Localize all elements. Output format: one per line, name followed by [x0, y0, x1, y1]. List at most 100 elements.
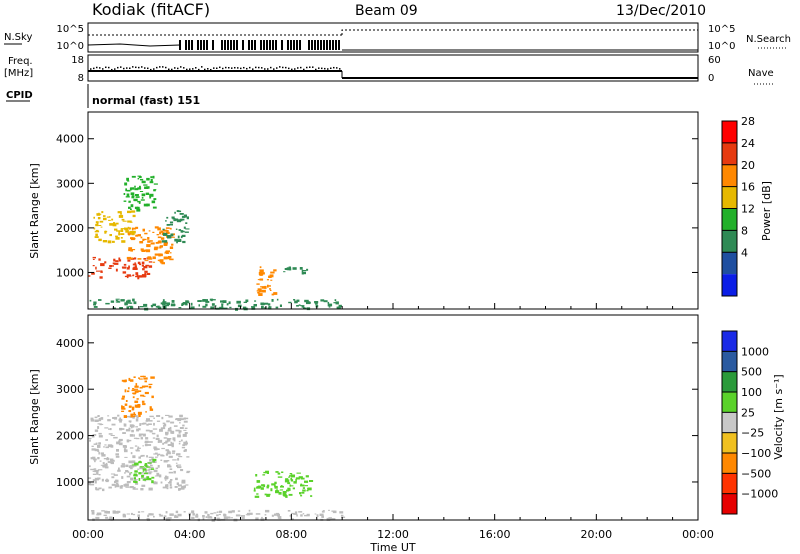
velocity-echo-cell — [98, 487, 102, 490]
nave-dot — [213, 67, 215, 69]
power-echo-cell — [144, 270, 148, 273]
power-echo-cell — [165, 240, 168, 243]
velocity-echo-cell — [261, 516, 263, 520]
velocity-echo-cell — [123, 415, 127, 418]
power-echo-cell — [170, 303, 176, 307]
power-echo-cell — [157, 227, 161, 231]
power-echo-cell — [126, 189, 131, 192]
velocity-echo-cell — [195, 515, 199, 518]
velocity-echo-cell — [282, 491, 287, 494]
velocity-echo-cell — [128, 377, 131, 381]
velocity-echo-cell — [166, 487, 169, 490]
velocity-echo-cell — [176, 464, 178, 467]
velocity-echo-cell — [119, 417, 121, 419]
velocity-echo-cell — [167, 465, 172, 468]
velocity-echo-cell — [302, 489, 306, 492]
velocity-echo-cell — [102, 464, 105, 468]
power-echo-cell — [133, 227, 137, 230]
nave-dot — [207, 68, 209, 70]
power-echo-cell — [211, 303, 215, 306]
velocity-echo-cell — [179, 414, 183, 418]
velocity-echo-cell — [97, 419, 102, 422]
velocity-echo-cell — [176, 453, 179, 456]
power-echo-cell — [212, 299, 216, 301]
velocity-echo-cell — [101, 478, 104, 482]
velocity-echo-cell — [155, 467, 159, 469]
power-echo-cell — [162, 229, 168, 232]
nave-dot — [117, 66, 119, 69]
velocity-echo-cell — [143, 469, 147, 471]
power-echo-cell — [271, 293, 275, 296]
power-y-tick-label: 4000 — [56, 133, 84, 146]
velocity-echo-cell — [161, 455, 165, 457]
velocity-echo-cell — [157, 453, 161, 456]
velocity-x-axis: 00:00 04:00 08:00 12:00 16:00 20:00 00:00 — [72, 514, 714, 541]
power-echo-cell — [243, 301, 248, 303]
power-echo-cell — [118, 230, 120, 234]
velocity-colorbar-swatch — [722, 331, 737, 352]
nave-dot — [135, 66, 137, 69]
velocity-echo-cell — [117, 469, 121, 472]
power-echo-cell — [113, 263, 115, 265]
velocity-echo-cell — [95, 488, 100, 491]
power-colorbar-swatch — [722, 230, 737, 253]
power-echo-cell — [120, 216, 123, 218]
velocity-echo-cell — [90, 417, 94, 421]
nave-dot — [123, 67, 125, 70]
velocity-echo-cell — [151, 456, 154, 459]
velocity-echo-cell — [119, 485, 123, 489]
nave-dot — [315, 68, 317, 71]
nave-dot — [258, 66, 260, 69]
nave-dot — [153, 68, 155, 70]
power-echo-cell — [123, 263, 127, 266]
velocity-echo-cell — [173, 439, 176, 442]
velocity-echo-cell — [122, 432, 126, 434]
nsky-tick-bottom: 10^0 — [57, 41, 84, 52]
velocity-echo-cell — [131, 409, 135, 411]
velocity-echo-cell — [266, 486, 269, 489]
power-echo-cell — [152, 206, 157, 209]
power-echo-cell — [115, 299, 118, 302]
nave-dot — [204, 68, 206, 71]
power-echo-cell — [145, 192, 150, 195]
power-echo-cell — [124, 302, 128, 306]
power-echo-cell — [306, 301, 310, 305]
velocity-echo-cell — [153, 453, 158, 455]
nave-dot — [192, 68, 194, 70]
power-echo-cell — [131, 249, 136, 251]
power-echo-cell — [271, 299, 274, 302]
velocity-echo-cell — [138, 390, 142, 392]
velocity-echo-cell — [274, 484, 276, 488]
velocity-echo-cell — [97, 469, 103, 471]
nave-dot — [138, 66, 140, 69]
velocity-echo-cell — [166, 484, 169, 487]
power-echo-cell — [158, 254, 161, 257]
velocity-echo-cell — [288, 493, 293, 496]
power-echo-cell — [114, 262, 119, 265]
velocity-echo-cell — [159, 428, 163, 432]
power-echo-cell — [296, 299, 300, 302]
velocity-echo-cell — [144, 477, 147, 480]
power-echo-cell — [135, 272, 139, 275]
velocity-echo-cell — [340, 514, 344, 517]
power-echo-cell — [174, 211, 176, 214]
power-echo-cell — [273, 269, 277, 272]
velocity-echo-cell — [94, 448, 99, 452]
velocity-echo-cell — [305, 475, 309, 478]
x-tick-label: 20:00 — [580, 528, 612, 541]
velocity-echo-cell — [153, 515, 155, 518]
velocity-echo-cell — [184, 427, 188, 429]
power-echo-cell — [131, 227, 134, 231]
power-echo-cell — [130, 204, 134, 208]
velocity-echo-cell — [156, 448, 160, 450]
nave-dot — [264, 68, 266, 70]
power-echo-cell — [237, 304, 242, 308]
velocity-echo-cell — [264, 514, 267, 516]
velocity-echo-cell — [116, 482, 119, 485]
velocity-echo-cell — [172, 450, 176, 453]
power-echo-cell — [149, 193, 154, 197]
velocity-echo-cell — [241, 517, 245, 519]
power-echo-region — [123, 175, 158, 212]
power-colorbar-swatch — [722, 274, 737, 296]
power-echo-cell — [169, 246, 174, 249]
